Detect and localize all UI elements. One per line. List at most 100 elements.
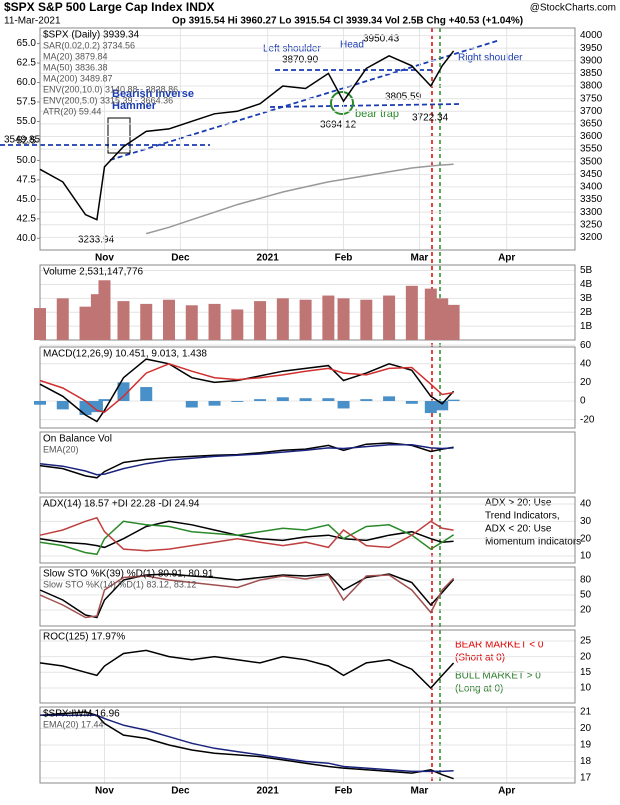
- y2-tick-label: 52.5: [17, 136, 37, 147]
- bar: [447, 399, 460, 401]
- annotation: bear trap: [355, 108, 399, 120]
- y-tick-label: 3450: [580, 169, 603, 180]
- y-tick-label: 3600: [580, 131, 603, 142]
- x-tick-label: Mar: [411, 786, 429, 797]
- x-tick-label: Mar: [411, 253, 429, 264]
- legend-entry: Volume 2,531,147,776: [43, 267, 144, 278]
- line: [39, 516, 454, 552]
- line: [146, 163, 454, 235]
- bar: [231, 401, 244, 402]
- y-tick-label: 30: [580, 516, 592, 527]
- y-tick-label: 10: [580, 683, 592, 694]
- bar: [185, 401, 198, 408]
- source: @StockCharts.com: [530, 3, 616, 14]
- annotation: Bearish Inverse: [112, 88, 194, 100]
- y2-tick-label: 57.5: [17, 97, 37, 108]
- annotation: (Long at 0): [455, 684, 503, 695]
- x-tick-label: Nov: [95, 786, 114, 797]
- bar: [299, 398, 312, 401]
- bar: [185, 305, 198, 340]
- bar: [208, 303, 221, 340]
- bar: [424, 401, 437, 414]
- line: [39, 363, 454, 414]
- annotation: 3950.43: [363, 34, 400, 45]
- bar: [117, 301, 130, 340]
- annotation: ADX < 20: Use: [485, 524, 552, 535]
- y-tick-label: 3750: [580, 93, 603, 104]
- quote: Op 3915.54 Hi 3960.27 Lo 3915.54 Cl 3939…: [172, 16, 523, 27]
- y-tick-label: 40: [580, 499, 592, 510]
- bar: [56, 401, 69, 410]
- chart-title: $SPX S&P 500 Large Cap Index INDX: [4, 0, 215, 14]
- panel-frame: [39, 496, 576, 564]
- annotation: ADX > 20: Use: [485, 498, 552, 509]
- bar: [34, 401, 46, 405]
- line: [39, 649, 455, 690]
- legend-entry: ENV(200,10.0) 3140.88 - 3838.86: [43, 84, 178, 94]
- y-tick-label: 60: [580, 340, 592, 351]
- bar: [231, 309, 244, 340]
- y2-tick-label: 65.0: [17, 38, 37, 49]
- line: [40, 714, 454, 773]
- highlight-circle: [330, 91, 354, 115]
- legend-entry: ADX(14) 18.57 +DI 22.28 -DI 24.94: [43, 499, 200, 510]
- y-tick-label: 3800: [580, 81, 603, 92]
- y2-tick-label: 62.5: [17, 58, 37, 69]
- panel-frame: [39, 629, 576, 704]
- y-tick-label: 1B: [580, 321, 593, 332]
- y-tick-label: 20: [580, 533, 592, 544]
- x-tick-label: Apr: [498, 253, 515, 264]
- bar: [254, 399, 267, 401]
- bar: [405, 401, 418, 404]
- panel-frame: [39, 431, 576, 494]
- trend-line: [109, 39, 501, 161]
- y-tick-label: 21: [580, 707, 592, 718]
- y-tick-label: 17: [580, 773, 592, 784]
- legend-entry: $SPX:IWM 16.96: [43, 709, 120, 720]
- annotation: 3549.85: [4, 135, 41, 146]
- y-tick-label: -20: [580, 414, 595, 425]
- annotation: 3870.90: [282, 55, 319, 66]
- bar: [208, 401, 221, 406]
- legend-entry: EMA(20) 17.44: [43, 719, 104, 729]
- bar: [447, 304, 460, 340]
- y-tick-label: 25: [580, 636, 592, 647]
- line: [39, 444, 454, 476]
- legend-entry: MA(50) 3836.38: [43, 62, 108, 72]
- y2-tick-label: 55.0: [17, 116, 37, 127]
- bar: [56, 298, 69, 340]
- y2-tick-label: 45.0: [17, 194, 37, 205]
- bar: [98, 399, 111, 401]
- annotation: (Short at 0): [455, 653, 505, 664]
- y-tick-label: 4B: [580, 279, 593, 290]
- bar: [424, 288, 437, 340]
- legend-entry: MA(20) 3879.84: [43, 51, 108, 61]
- legend-entry: EMA(20): [43, 444, 79, 454]
- y-tick-label: 18: [580, 756, 592, 767]
- y-tick-label: 3850: [580, 68, 603, 79]
- annotation: Head: [340, 40, 364, 51]
- x-tick-label: Nov: [95, 253, 114, 264]
- annotation: Left shoulder: [263, 44, 321, 55]
- bar: [276, 298, 289, 340]
- bar: [360, 299, 373, 340]
- annotation: 3233.94: [78, 235, 115, 246]
- line: [39, 711, 454, 780]
- annotation: BULL MARKET > 0: [455, 671, 541, 682]
- bar: [337, 298, 350, 340]
- x-tick-label: Dec: [171, 253, 190, 264]
- bar: [34, 308, 46, 340]
- bar: [117, 382, 130, 401]
- y-tick-label: 3550: [580, 144, 603, 155]
- bar: [276, 397, 289, 401]
- bar: [337, 401, 350, 409]
- bar: [90, 401, 103, 413]
- line: [39, 573, 455, 619]
- panel-frame: [39, 27, 576, 251]
- y-tick-label: 3350: [580, 194, 603, 205]
- date: 11-Mar-2021: [4, 16, 61, 27]
- y-tick-label: 3500: [580, 156, 603, 167]
- y-tick-label: 2B: [580, 307, 593, 318]
- y-tick-label: 20: [580, 605, 592, 616]
- y2-tick-label: 42.5: [17, 213, 37, 224]
